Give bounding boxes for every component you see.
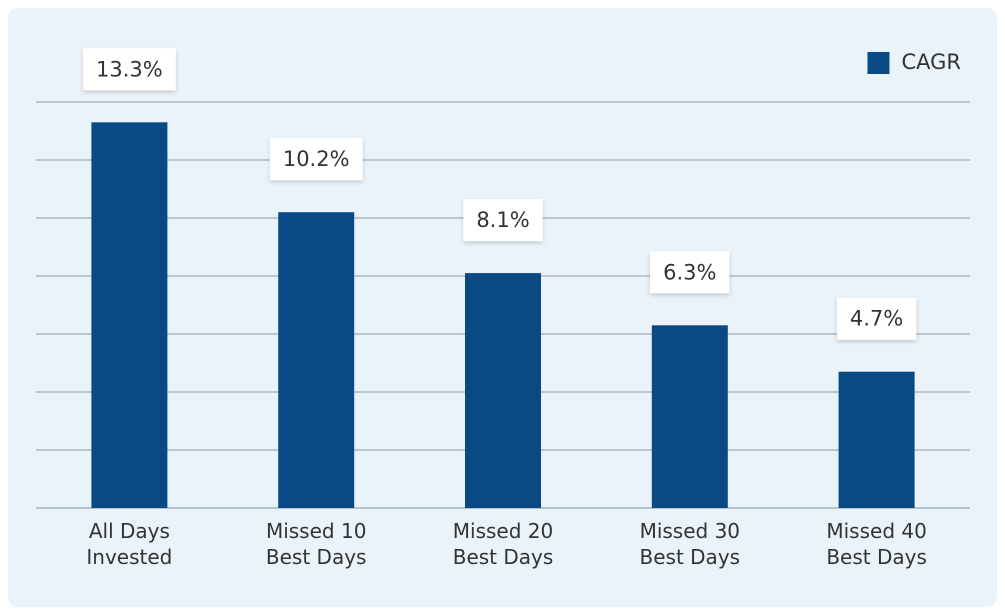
x-tick-label: All Days Invested — [86, 519, 173, 569]
value-label: 8.1% — [476, 208, 529, 232]
value-label-box — [83, 48, 176, 91]
bar — [651, 325, 728, 508]
value-label: 6.3% — [663, 260, 716, 284]
x-tick-label: Missed 30 Best Days — [639, 519, 741, 569]
x-tick-label: Missed 10 Best Days — [265, 519, 367, 569]
bar — [838, 371, 915, 508]
value-label-box — [650, 251, 730, 294]
bar — [91, 122, 168, 509]
bar — [278, 212, 355, 508]
value-label: 10.2% — [283, 147, 350, 171]
x-tick-label: Missed 40 Best Days — [826, 519, 927, 569]
x-tick-label: Missed 20 Best Days — [452, 519, 554, 569]
value-label-box — [269, 138, 363, 181]
value-label-box — [463, 199, 543, 242]
legend-swatch — [867, 52, 890, 74]
bar — [465, 273, 541, 508]
value-label: 4.7% — [850, 307, 903, 331]
value-label: 13.3% — [96, 57, 163, 81]
value-label-box — [836, 297, 917, 340]
legend-label: CAGR — [901, 50, 961, 74]
